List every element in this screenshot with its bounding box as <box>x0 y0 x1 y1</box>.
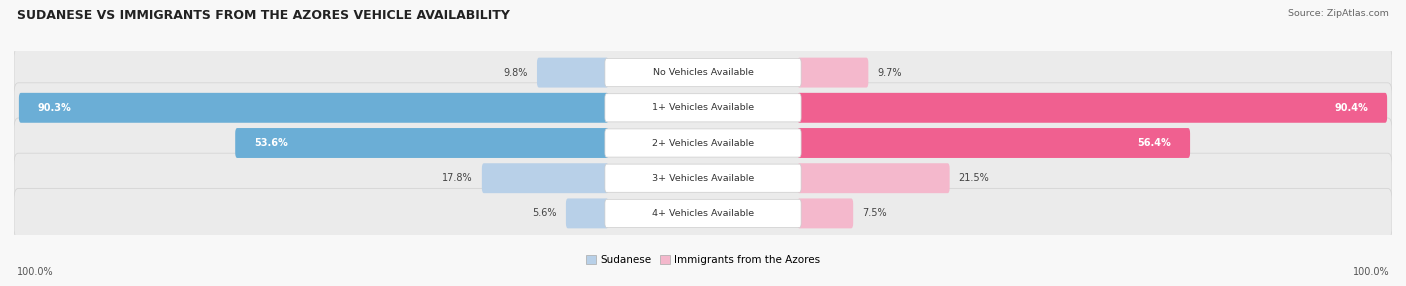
FancyBboxPatch shape <box>797 128 1189 158</box>
FancyBboxPatch shape <box>565 198 609 228</box>
FancyBboxPatch shape <box>14 118 1392 168</box>
FancyBboxPatch shape <box>482 163 609 193</box>
FancyBboxPatch shape <box>605 199 801 227</box>
FancyBboxPatch shape <box>605 164 801 192</box>
FancyBboxPatch shape <box>605 129 801 157</box>
Text: 100.0%: 100.0% <box>17 267 53 277</box>
Text: SUDANESE VS IMMIGRANTS FROM THE AZORES VEHICLE AVAILABILITY: SUDANESE VS IMMIGRANTS FROM THE AZORES V… <box>17 9 510 21</box>
Text: 21.5%: 21.5% <box>959 173 990 183</box>
FancyBboxPatch shape <box>14 83 1392 133</box>
Text: 5.6%: 5.6% <box>533 208 557 219</box>
Text: 90.3%: 90.3% <box>38 103 72 113</box>
FancyBboxPatch shape <box>797 198 853 228</box>
Text: 100.0%: 100.0% <box>1353 267 1389 277</box>
FancyBboxPatch shape <box>797 93 1388 123</box>
FancyBboxPatch shape <box>797 163 949 193</box>
FancyBboxPatch shape <box>18 93 609 123</box>
FancyBboxPatch shape <box>235 128 609 158</box>
FancyBboxPatch shape <box>14 153 1392 203</box>
Text: No Vehicles Available: No Vehicles Available <box>652 68 754 77</box>
Text: 9.7%: 9.7% <box>877 67 901 78</box>
Text: Source: ZipAtlas.com: Source: ZipAtlas.com <box>1288 9 1389 17</box>
Text: 2+ Vehicles Available: 2+ Vehicles Available <box>652 138 754 148</box>
Text: 53.6%: 53.6% <box>254 138 288 148</box>
Text: 9.8%: 9.8% <box>503 67 529 78</box>
Text: 3+ Vehicles Available: 3+ Vehicles Available <box>652 174 754 183</box>
FancyBboxPatch shape <box>797 58 869 88</box>
Text: 7.5%: 7.5% <box>862 208 887 219</box>
FancyBboxPatch shape <box>605 59 801 87</box>
Text: 1+ Vehicles Available: 1+ Vehicles Available <box>652 103 754 112</box>
Legend: Sudanese, Immigrants from the Azores: Sudanese, Immigrants from the Azores <box>582 251 824 270</box>
FancyBboxPatch shape <box>537 58 609 88</box>
Text: 56.4%: 56.4% <box>1137 138 1171 148</box>
FancyBboxPatch shape <box>14 188 1392 239</box>
FancyBboxPatch shape <box>14 47 1392 98</box>
Text: 17.8%: 17.8% <box>443 173 472 183</box>
Text: 90.4%: 90.4% <box>1334 103 1368 113</box>
FancyBboxPatch shape <box>605 94 801 122</box>
Text: 4+ Vehicles Available: 4+ Vehicles Available <box>652 209 754 218</box>
